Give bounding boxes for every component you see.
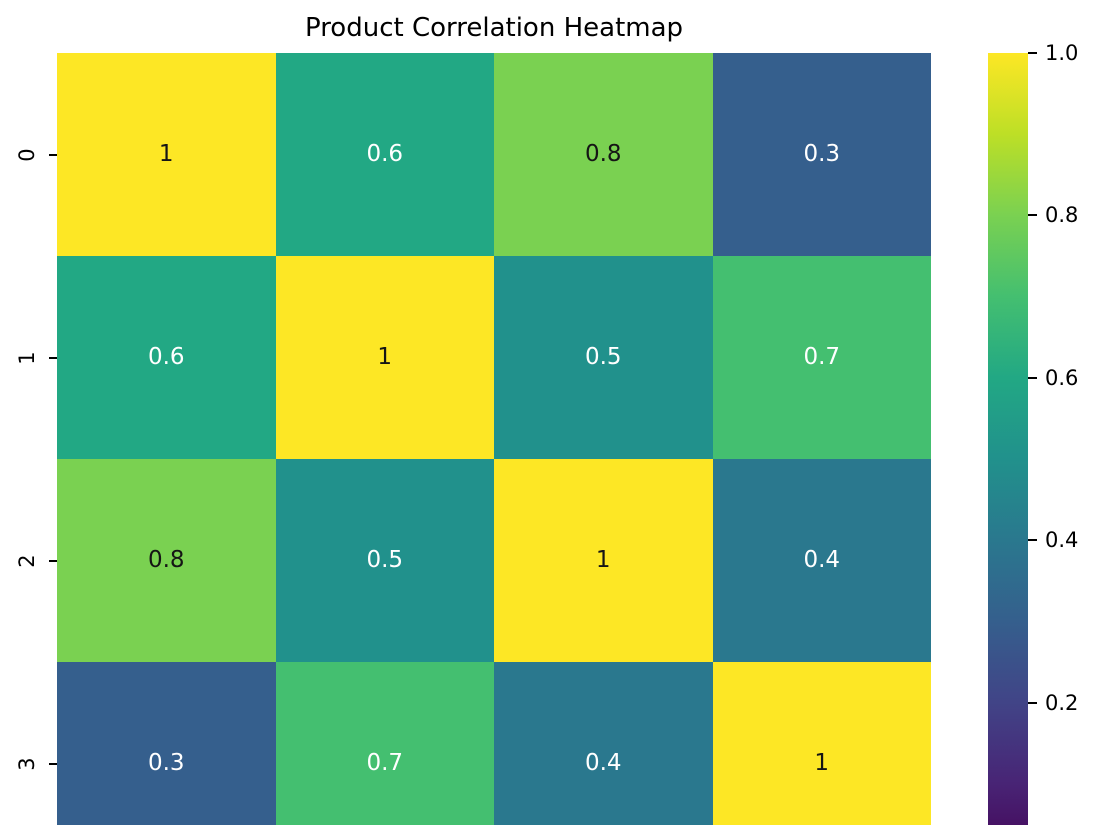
cell-value-label: 1 [377,344,393,370]
cell-value-label: 0.4 [803,547,841,573]
chart-title: Product Correlation Heatmap [304,13,684,43]
cell-value-label: 0.5 [584,344,622,370]
cell-value-label: 0.7 [366,750,404,776]
cell-value-label: 1 [814,750,830,776]
y-tick [49,762,57,765]
heatmap-cell-0-2: 0.8 [494,53,713,256]
y-tick [49,356,57,359]
cell-value-label: 0.3 [803,141,841,167]
cell-value-label: 0.8 [584,141,622,167]
cell-value-label: 1 [595,547,611,573]
colorbar-tick [1028,701,1037,704]
y-tick-label-0: 0 [15,147,39,162]
cell-value-label: 0.6 [147,344,185,370]
heatmap-cell-2-0: 0.8 [57,459,276,662]
cell-value-label: 0.5 [366,547,404,573]
colorbar-tick-label-0.2: 0.2 [1045,690,1079,715]
cell-value-label: 0.4 [584,750,622,776]
heatmap-cell-2-2: 1 [494,459,713,662]
heatmap-cell-3-3: 1 [712,662,931,825]
heatmap-cell-0-3: 0.3 [712,53,931,256]
heatmap-cell-1-2: 0.5 [494,256,713,459]
y-tick-label-2: 2 [15,553,39,568]
cell-value-label: 0.6 [366,141,404,167]
colorbar-tick [1028,52,1037,54]
heatmap-cell-3-2: 0.4 [494,662,713,825]
heatmap-cell-2-3: 0.4 [712,459,931,662]
cell-value-label: 1 [158,141,174,167]
cell-value-label: 0.3 [147,750,185,776]
colorbar [988,53,1028,825]
colorbar-tick [1028,376,1037,379]
colorbar-tick [1028,214,1037,217]
heatmap-cell-2-1: 0.5 [275,459,494,662]
heatmap-cell-3-1: 0.7 [275,662,494,825]
y-tick-label-1: 1 [15,350,39,365]
heatmap-cell-0-1: 0.6 [275,53,494,256]
heatmap-grid: 1 0.6 0.8 0.3 0.6 1 0.5 0.7 0.8 0.5 1 0.4 0.3 0.7 0.4 1 [57,53,931,825]
heatmap-cell-1-0: 0.6 [57,256,276,459]
heatmap-cell-0-0: 1 [57,53,276,256]
y-tick [49,559,57,562]
colorbar-tick-label-0.6: 0.6 [1045,365,1079,390]
y-tick-label-3: 3 [15,756,39,771]
colorbar-tick [1028,539,1037,542]
heatmap-cell-3-0: 0.3 [57,662,276,825]
colorbar-tick-label-1.0: 1.0 [1045,41,1079,65]
y-tick [49,153,57,156]
cell-value-label: 0.7 [803,344,841,370]
colorbar-tick-label-0.8: 0.8 [1045,203,1079,228]
cell-value-label: 0.8 [147,547,185,573]
heatmap-cell-1-3: 0.7 [712,256,931,459]
colorbar-tick-label-0.4: 0.4 [1045,528,1079,553]
heatmap-cell-1-1: 1 [275,256,494,459]
